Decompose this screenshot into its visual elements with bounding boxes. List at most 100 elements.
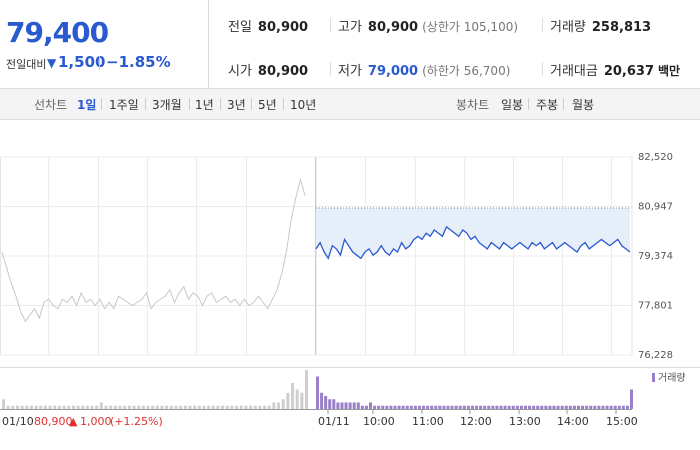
volume-bar xyxy=(165,405,169,409)
volume-bar xyxy=(352,402,356,409)
volume-bar xyxy=(572,405,576,409)
divider xyxy=(330,18,331,32)
volume-bar xyxy=(291,383,295,409)
volume-bar xyxy=(281,399,285,409)
volume-bar xyxy=(393,405,397,409)
volume-bar xyxy=(470,405,474,409)
stat-low: 저가 79,000 (하한가 56,700) xyxy=(338,60,510,79)
volume-bar xyxy=(25,405,29,409)
volume-bar xyxy=(71,405,75,409)
y-tick-label: 80,947 xyxy=(638,202,673,213)
volume-bar xyxy=(295,389,299,409)
volume-bar xyxy=(90,405,94,409)
volume-bar xyxy=(568,405,572,409)
tab-3year[interactable]: 3년 xyxy=(227,98,246,112)
stat-volume: 거래량 258,813 xyxy=(550,16,651,35)
chart-grid xyxy=(0,156,633,356)
volume-bar xyxy=(207,405,211,409)
volume-bar xyxy=(62,405,66,409)
tab-daily-candle[interactable]: 일봉 xyxy=(501,98,524,112)
volume-bar xyxy=(118,405,122,409)
volume-bar xyxy=(197,405,201,409)
volume-bar xyxy=(179,405,183,409)
volume-bar xyxy=(511,405,515,409)
volume-bar xyxy=(552,405,556,409)
tab-1year[interactable]: 1년 xyxy=(195,98,214,112)
tab-5year[interactable]: 5년 xyxy=(258,98,277,112)
tab-monthly-candle[interactable]: 월봉 xyxy=(572,98,595,112)
volume-bar xyxy=(560,405,564,409)
legend: 01/10 80,900▲ 1,000(+1.25%) xyxy=(2,415,163,428)
prev-day-series xyxy=(1,177,306,323)
stat-value: 80,900 xyxy=(257,64,309,79)
down-arrow-icon: ▼ xyxy=(47,56,57,70)
volume-bar xyxy=(11,405,15,409)
volume-bar xyxy=(605,405,609,409)
volume-bar xyxy=(34,405,38,409)
x-tick-label: 11:00 xyxy=(412,415,444,428)
today-series xyxy=(315,225,631,260)
volume-bar xyxy=(53,405,57,409)
stat-value: 80,900 xyxy=(367,20,419,35)
volume-bar xyxy=(617,405,621,409)
tab-10year[interactable]: 10년 xyxy=(290,98,317,112)
volume-bar xyxy=(454,405,458,409)
volume-bar xyxy=(417,405,421,409)
stat-label: 거래량 xyxy=(550,20,586,35)
lower-limit: (하한가 56,700) xyxy=(422,64,511,78)
volume-bar xyxy=(48,405,52,409)
stat-open: 시가 80,900 xyxy=(228,60,308,79)
volume-bar xyxy=(235,405,239,409)
y-tick-label: 76,228 xyxy=(638,350,673,361)
stat-label: 거래대금 xyxy=(550,64,598,79)
volume-bar xyxy=(621,405,625,409)
volume-bar xyxy=(483,405,487,409)
stat-prev-close: 전일 80,900 xyxy=(228,16,308,35)
volume-bar xyxy=(581,405,585,409)
x-tick-label: 01/11 xyxy=(318,415,350,428)
volume-bar xyxy=(225,405,229,409)
tab-separator xyxy=(101,98,102,110)
diff-value: 1,500 xyxy=(58,53,106,71)
volume-bar xyxy=(576,405,580,409)
volume-bar xyxy=(277,402,281,409)
volume-bar xyxy=(249,405,253,409)
volume-legend-label: 거래량 xyxy=(658,372,686,384)
volume-bar xyxy=(426,405,430,409)
volume-legend-swatch xyxy=(652,373,655,382)
volume-bar xyxy=(609,405,613,409)
volume-bar xyxy=(141,405,145,409)
volume-bar xyxy=(305,370,308,409)
volume-bar xyxy=(188,405,192,409)
volume-bar xyxy=(487,405,491,409)
stat-turnover: 거래대금 20,637 백만 xyxy=(550,60,680,79)
volume-bar xyxy=(286,392,290,409)
volume-bar xyxy=(2,399,5,409)
volume-bar xyxy=(475,405,479,409)
candle-chart-label: 봉차트 xyxy=(456,98,490,112)
volume-bar xyxy=(137,405,141,409)
volume-bar xyxy=(369,402,373,409)
tab-1week[interactable]: 1주일 xyxy=(109,98,139,112)
prev-day-date: 01/10 xyxy=(2,415,34,428)
volume-bar xyxy=(597,405,601,409)
volume-bar xyxy=(389,405,393,409)
prev-day-line xyxy=(1,177,306,323)
x-tick-label: 13:00 xyxy=(509,415,541,428)
volume-bar xyxy=(532,405,536,409)
upper-limit: (상한가 105,100) xyxy=(422,20,519,34)
volume-bar xyxy=(601,405,605,409)
tab-3month[interactable]: 3개월 xyxy=(152,98,182,112)
volume-bar xyxy=(401,405,405,409)
volume-bar xyxy=(466,405,470,409)
volume-bar xyxy=(625,405,629,409)
tab-weekly-candle[interactable]: 주봉 xyxy=(536,98,559,112)
tab-separator xyxy=(563,98,564,110)
volume-chart: 거래량 xyxy=(0,367,700,410)
volume-bar xyxy=(495,405,499,409)
tab-1day[interactable]: 1일 xyxy=(77,98,97,112)
tab-separator xyxy=(251,98,252,110)
volume-bar xyxy=(442,405,446,409)
x-tick-label: 14:00 xyxy=(557,415,589,428)
